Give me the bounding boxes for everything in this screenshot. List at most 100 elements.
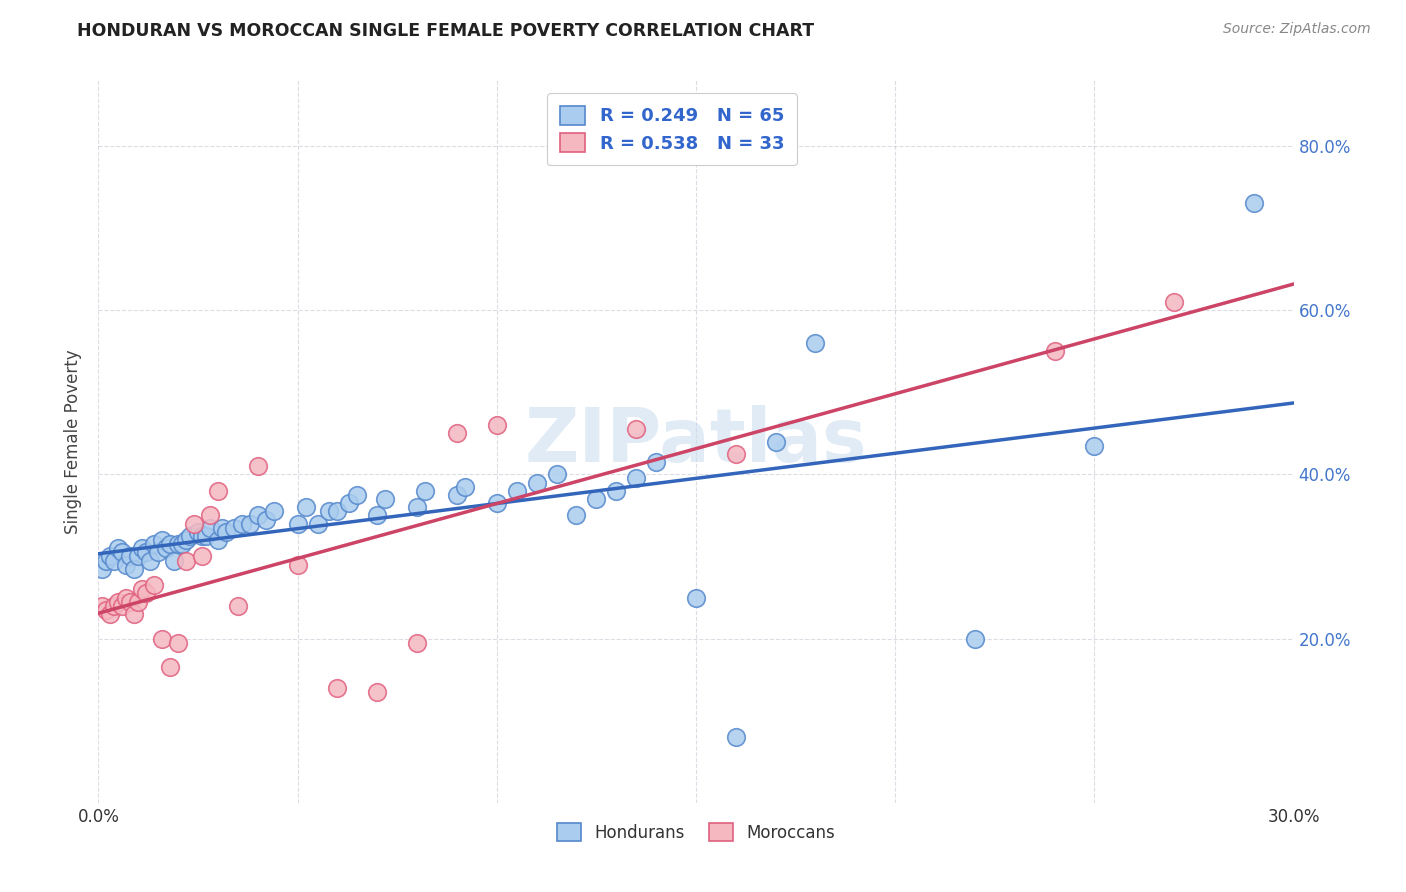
- Point: [103, 553, 125, 567]
- Point: [127, 549, 149, 564]
- Point: [120, 549, 142, 564]
- Point: [107, 541, 129, 556]
- Point: [685, 591, 707, 605]
- Point: [326, 504, 349, 518]
- Point: [565, 508, 588, 523]
- Point: [246, 508, 269, 523]
- Point: [174, 553, 197, 567]
- Point: [96, 553, 118, 567]
- Point: [115, 558, 138, 572]
- Point: [167, 537, 190, 551]
- Point: [91, 562, 114, 576]
- Point: [207, 533, 229, 547]
- Point: [198, 521, 221, 535]
- Point: [506, 483, 529, 498]
- Point: [724, 447, 747, 461]
- Point: [485, 496, 508, 510]
- Point: [143, 537, 166, 551]
- Point: [115, 591, 138, 605]
- Point: [287, 558, 309, 572]
- Point: [159, 660, 181, 674]
- Point: [172, 537, 194, 551]
- Point: [111, 599, 134, 613]
- Text: Source: ZipAtlas.com: Source: ZipAtlas.com: [1223, 22, 1371, 37]
- Point: [135, 586, 157, 600]
- Point: [215, 524, 238, 539]
- Point: [195, 529, 218, 543]
- Point: [254, 512, 277, 526]
- Point: [127, 594, 149, 608]
- Point: [1043, 344, 1066, 359]
- Point: [143, 578, 166, 592]
- Point: [526, 475, 548, 490]
- Point: [124, 562, 146, 576]
- Point: [1083, 439, 1105, 453]
- Text: ZIPatlas: ZIPatlas: [524, 405, 868, 478]
- Point: [645, 455, 668, 469]
- Point: [148, 545, 170, 559]
- Point: [131, 541, 153, 556]
- Point: [724, 730, 747, 744]
- Point: [226, 599, 249, 613]
- Point: [107, 594, 129, 608]
- Point: [446, 488, 468, 502]
- Point: [174, 533, 197, 547]
- Point: [585, 491, 607, 506]
- Point: [155, 541, 177, 556]
- Point: [135, 545, 157, 559]
- Y-axis label: Single Female Poverty: Single Female Poverty: [65, 350, 83, 533]
- Point: [366, 685, 388, 699]
- Point: [366, 508, 388, 523]
- Text: HONDURAN VS MOROCCAN SINGLE FEMALE POVERTY CORRELATION CHART: HONDURAN VS MOROCCAN SINGLE FEMALE POVER…: [77, 22, 814, 40]
- Point: [187, 524, 209, 539]
- Point: [211, 521, 233, 535]
- Point: [413, 483, 436, 498]
- Point: [287, 516, 309, 531]
- Point: [222, 521, 245, 535]
- Point: [103, 599, 125, 613]
- Point: [1163, 295, 1185, 310]
- Point: [239, 516, 262, 531]
- Point: [1243, 196, 1265, 211]
- Point: [183, 516, 205, 531]
- Point: [139, 553, 162, 567]
- Point: [179, 529, 201, 543]
- Point: [546, 467, 568, 482]
- Point: [159, 537, 181, 551]
- Point: [263, 504, 285, 518]
- Point: [454, 480, 477, 494]
- Point: [191, 529, 214, 543]
- Point: [406, 636, 429, 650]
- Point: [246, 459, 269, 474]
- Point: [91, 599, 114, 613]
- Point: [207, 483, 229, 498]
- Point: [374, 491, 396, 506]
- Point: [346, 488, 368, 502]
- Point: [626, 422, 648, 436]
- Point: [765, 434, 787, 449]
- Point: [626, 471, 648, 485]
- Point: [98, 549, 122, 564]
- Point: [294, 500, 316, 515]
- Point: [198, 508, 221, 523]
- Point: [406, 500, 429, 515]
- Point: [605, 483, 627, 498]
- Point: [163, 553, 186, 567]
- Point: [231, 516, 253, 531]
- Point: [446, 426, 468, 441]
- Point: [96, 603, 118, 617]
- Point: [150, 632, 173, 646]
- Point: [326, 681, 349, 695]
- Legend: Hondurans, Moroccans: Hondurans, Moroccans: [551, 817, 841, 848]
- Point: [111, 545, 134, 559]
- Point: [339, 496, 361, 510]
- Point: [150, 533, 173, 547]
- Point: [307, 516, 329, 531]
- Point: [804, 336, 827, 351]
- Point: [120, 594, 142, 608]
- Point: [124, 607, 146, 621]
- Point: [963, 632, 986, 646]
- Point: [98, 607, 122, 621]
- Point: [485, 418, 508, 433]
- Point: [131, 582, 153, 597]
